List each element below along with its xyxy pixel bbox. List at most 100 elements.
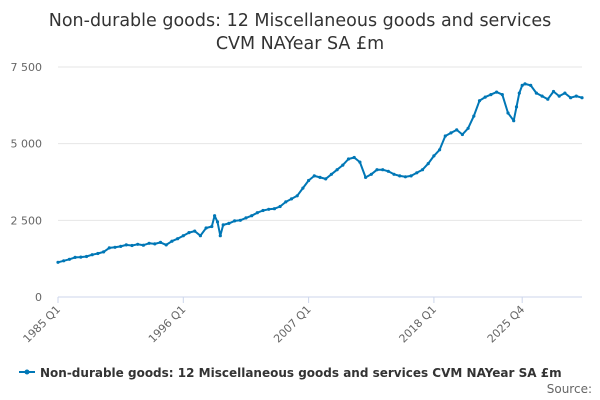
data-point[interactable] [218,234,222,238]
legend[interactable]: Non-durable goods: 12 Miscellaneous good… [19,366,562,380]
data-point[interactable] [213,214,217,218]
data-point[interactable] [130,243,134,248]
data-point[interactable] [295,194,299,198]
data-point[interactable] [119,244,123,248]
data-point[interactable] [158,240,163,244]
data-point[interactable] [107,246,111,250]
data-point[interactable] [415,171,419,175]
data-point[interactable] [261,208,265,213]
data-point[interactable] [443,134,447,138]
data-point[interactable] [472,114,476,118]
data-point[interactable] [318,175,322,179]
data-point[interactable] [438,148,442,152]
data-point[interactable] [517,91,521,95]
data-point[interactable] [398,174,402,178]
data-point[interactable] [500,93,504,97]
data-point[interactable] [523,82,527,86]
data-point[interactable] [574,94,578,98]
data-point[interactable] [284,200,288,204]
data-point[interactable] [495,90,499,94]
data-point[interactable] [90,253,94,257]
data-point[interactable] [84,254,89,259]
data-point[interactable] [409,174,413,178]
data-point[interactable] [540,94,544,98]
data-point[interactable] [176,237,180,241]
data-point[interactable] [392,172,396,176]
data-point[interactable] [512,119,516,123]
data-point[interactable] [569,96,573,100]
data-point[interactable] [113,245,117,249]
data-point[interactable] [557,94,561,98]
data-point[interactable] [580,96,584,100]
data-point[interactable] [352,155,356,160]
data-point[interactable] [79,255,83,259]
series-line[interactable] [57,82,583,264]
data-point[interactable] [193,229,197,233]
data-point[interactable] [301,186,305,190]
data-point[interactable] [153,242,157,246]
data-point[interactable] [204,226,208,230]
data-point[interactable] [341,163,345,167]
data-point[interactable] [233,219,237,223]
data-point[interactable] [460,132,464,137]
data-point[interactable] [102,250,106,254]
data-point[interactable] [147,241,151,245]
data-point[interactable] [244,216,248,220]
data-point[interactable] [289,197,294,201]
data-point[interactable] [520,83,524,87]
data-point[interactable] [250,214,254,218]
data-point[interactable] [329,172,333,176]
data-point[interactable] [141,243,145,247]
data-point[interactable] [477,99,482,103]
data-point[interactable] [466,126,470,130]
data-point[interactable] [381,168,385,172]
data-point[interactable] [369,172,373,176]
data-point[interactable] [449,131,453,135]
data-point[interactable] [124,243,128,247]
data-point[interactable] [181,234,185,238]
data-point[interactable] [67,257,71,261]
data-point[interactable] [278,204,282,209]
data-point[interactable] [534,91,539,95]
data-point[interactable] [272,207,276,211]
data-point[interactable] [227,221,231,225]
data-point[interactable] [187,231,191,235]
data-point[interactable] [375,168,379,172]
data-point[interactable] [170,239,174,243]
data-point[interactable] [267,207,271,211]
data-point[interactable] [506,111,510,115]
data-point[interactable] [358,160,362,164]
data-point[interactable] [210,224,214,229]
data-point[interactable] [489,93,493,97]
data-point[interactable] [164,243,168,247]
data-point[interactable] [529,83,533,87]
data-point[interactable] [198,234,202,238]
data-point[interactable] [96,251,100,256]
data-point[interactable] [238,218,242,222]
data-point[interactable] [364,175,368,179]
data-point[interactable] [307,178,311,183]
data-point[interactable] [62,259,66,263]
data-point[interactable] [73,255,77,259]
data-point[interactable] [551,89,556,94]
data-point[interactable] [483,95,487,99]
data-point[interactable] [514,105,519,109]
data-point[interactable] [221,223,225,227]
data-point[interactable] [335,168,339,172]
data-point[interactable] [312,174,316,178]
data-point[interactable] [432,154,436,158]
data-point[interactable] [563,91,567,95]
data-point[interactable] [455,128,459,132]
data-point[interactable] [136,242,140,246]
data-point[interactable] [56,260,60,264]
series-layer [56,82,584,264]
data-point[interactable] [215,220,220,224]
data-point[interactable] [546,97,550,101]
data-point[interactable] [255,211,259,215]
data-point[interactable] [346,157,351,161]
data-point[interactable] [420,168,425,172]
data-point[interactable] [426,162,430,166]
data-point[interactable] [324,177,328,181]
data-point[interactable] [386,169,390,173]
data-point[interactable] [403,175,407,179]
